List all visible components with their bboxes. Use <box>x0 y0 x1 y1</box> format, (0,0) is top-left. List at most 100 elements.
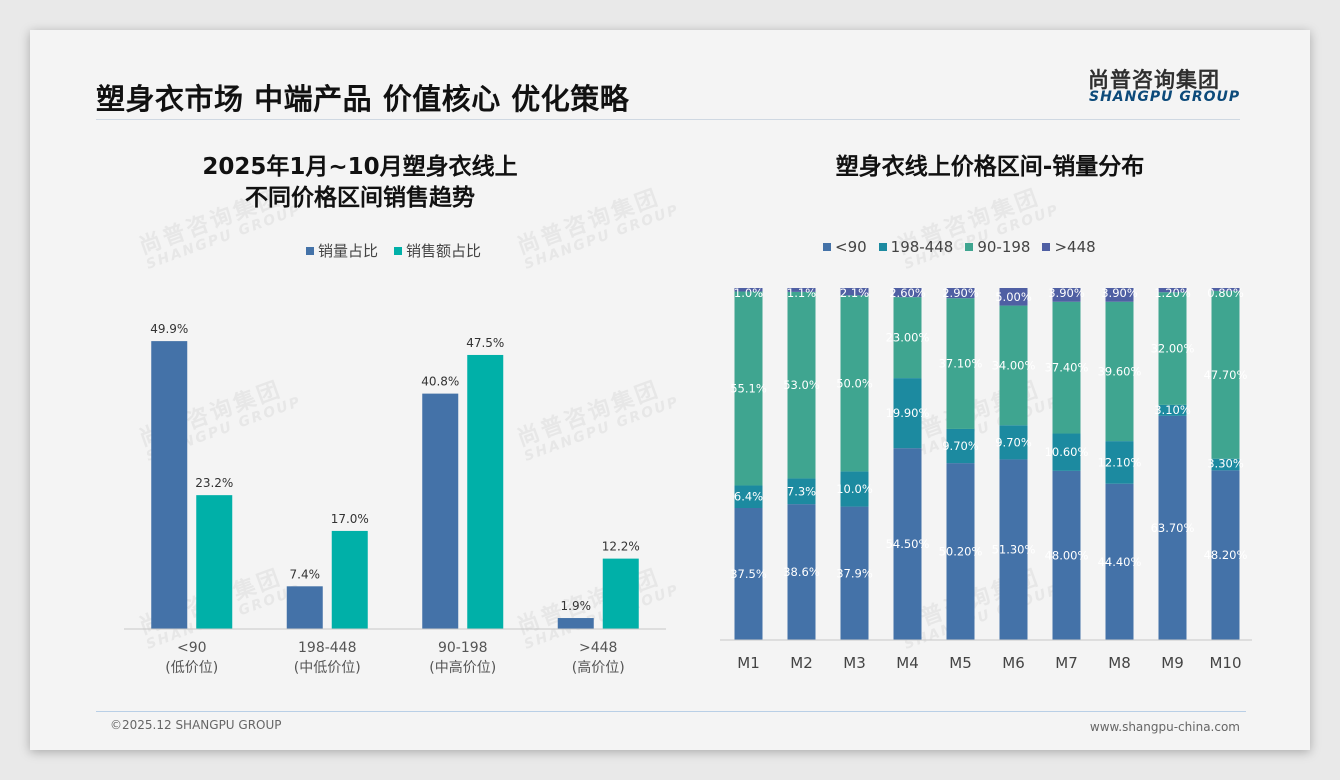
legend-item: <90 <box>823 238 867 256</box>
x-tick-sublabel: (低价位) <box>165 660 218 676</box>
stacked-bar-segment <box>1052 301 1081 434</box>
data-label: 38.6% <box>783 565 820 579</box>
stacked-bar-segment <box>1052 288 1081 302</box>
stacked-bar-segment <box>787 288 816 292</box>
data-label: 40.8% <box>421 375 459 389</box>
stacked-bar-segment <box>946 288 975 299</box>
x-tick-label: M4 <box>896 654 919 672</box>
bar <box>331 530 368 629</box>
bar <box>557 618 594 629</box>
stacked-bar-segment <box>999 288 1028 306</box>
data-label: 50.20% <box>939 545 983 559</box>
data-label: 2.1% <box>840 286 869 300</box>
stacked-bar-segment <box>999 425 1028 460</box>
stacked-bar-segment <box>1052 433 1081 471</box>
data-label: 9.70% <box>942 439 979 453</box>
stacked-bar-segment <box>1211 470 1240 640</box>
stacked-bar-segment <box>946 298 975 429</box>
stacked-bar-segment <box>1158 288 1187 293</box>
x-tick-label: M6 <box>1002 654 1025 672</box>
data-label: 32.00% <box>1151 342 1195 356</box>
stacked-bar-segment <box>999 305 1028 426</box>
stacked-bar-segment <box>1105 301 1134 442</box>
x-tick-label: M7 <box>1055 654 1078 672</box>
stacked-bar-segment <box>893 378 922 449</box>
data-label: 23.2% <box>195 476 233 490</box>
data-label: 37.10% <box>939 357 983 371</box>
data-label: 50.0% <box>836 376 873 390</box>
data-label: 48.20% <box>1204 548 1248 562</box>
data-label: 2.90% <box>942 286 979 300</box>
data-label: 47.70% <box>1204 368 1248 382</box>
legend-swatch <box>965 243 974 251</box>
x-tick-label: M3 <box>843 654 866 672</box>
left-chart-legend: 销量占比 销售额占比 <box>306 240 481 261</box>
x-tick-label: <90 <box>177 640 207 656</box>
data-label: 6.4% <box>734 490 763 504</box>
stacked-bar-segment <box>946 463 975 640</box>
stacked-bar-segment <box>1052 470 1081 640</box>
x-tick-label: >448 <box>579 640 617 656</box>
data-label: 55.1% <box>730 381 767 395</box>
data-label: 1.1% <box>787 286 816 300</box>
stacked-bar-segment <box>1211 288 1240 291</box>
stacked-bar-segment <box>1158 415 1187 640</box>
data-label: 48.00% <box>1045 548 1089 562</box>
data-label: 37.5% <box>730 567 767 581</box>
data-label: 12.2% <box>602 540 640 554</box>
data-label: 51.30% <box>992 543 1036 557</box>
legend-swatch <box>394 246 403 255</box>
data-label: 3.90% <box>1101 286 1138 300</box>
data-label: 10.60% <box>1045 445 1089 459</box>
x-tick-label: M1 <box>737 654 760 672</box>
stacked-bar-segment <box>1105 288 1134 302</box>
data-label: 63.70% <box>1151 521 1195 535</box>
data-label: 37.40% <box>1045 361 1089 375</box>
bar <box>422 393 459 629</box>
data-label: 7.4% <box>290 567 321 581</box>
page-title: 塑身衣市场 中端产品 价值核心 优化策略 <box>96 82 630 116</box>
data-label: 19.90% <box>886 406 930 420</box>
stacked-bar-segment <box>1105 441 1134 484</box>
stacked-bar-segment <box>999 459 1028 640</box>
data-label: 17.0% <box>331 512 369 526</box>
x-tick-sublabel: (中低价位) <box>294 660 361 676</box>
bar <box>151 341 188 629</box>
data-label: 3.90% <box>1048 286 1085 300</box>
stacked-bar-segment <box>787 291 816 479</box>
right-chart-legend: <90 198-448 90-198 >448 <box>823 238 1096 256</box>
x-tick-label: 90-198 <box>438 640 488 656</box>
stacked-bar-segment <box>946 428 975 464</box>
x-tick-sublabel: (中高价位) <box>429 659 496 676</box>
stacked-bar-segment <box>734 291 763 486</box>
legend-item: 90-198 <box>965 238 1030 256</box>
left-chart-title: 2025年1月~10月塑身衣线上 不同价格区间销售趋势 <box>202 154 518 211</box>
stacked-bar-segment <box>1105 483 1134 640</box>
stacked-bar-segment <box>787 504 816 640</box>
bar <box>467 354 504 629</box>
data-label: 34.00% <box>992 358 1036 372</box>
left-bar-chart: 49.9% 23.2% <90 (低价位) 7.4% 17.0% 198-448 (中低价位)… <box>124 322 666 676</box>
stacked-bar-segment <box>840 471 869 507</box>
footer-divider <box>96 711 1246 712</box>
data-label: 3.30% <box>1207 457 1244 471</box>
logo-english: SHANGPU GROUP <box>1089 89 1241 105</box>
data-label: 1.20% <box>1154 286 1191 300</box>
data-label: 5.00% <box>995 290 1032 304</box>
stacked-bar-segment <box>840 295 869 472</box>
x-tick-label: M5 <box>949 654 972 672</box>
stacked-bar-segment <box>734 485 763 508</box>
x-tick-label: M9 <box>1161 654 1184 672</box>
data-label: 10.0% <box>836 482 873 496</box>
stacked-bar-segment <box>893 448 922 640</box>
legend-item: 198-448 <box>878 238 953 256</box>
stacked-bar-segment <box>1211 458 1240 471</box>
stacked-bar-segment <box>840 288 869 296</box>
stacked-bar-segment <box>734 508 763 640</box>
data-label: 23.00% <box>886 331 930 345</box>
bar <box>196 495 233 629</box>
x-tick-label: M10 <box>1209 654 1241 672</box>
data-label: 53.0% <box>783 378 820 392</box>
stacked-bar-segment <box>787 478 816 505</box>
